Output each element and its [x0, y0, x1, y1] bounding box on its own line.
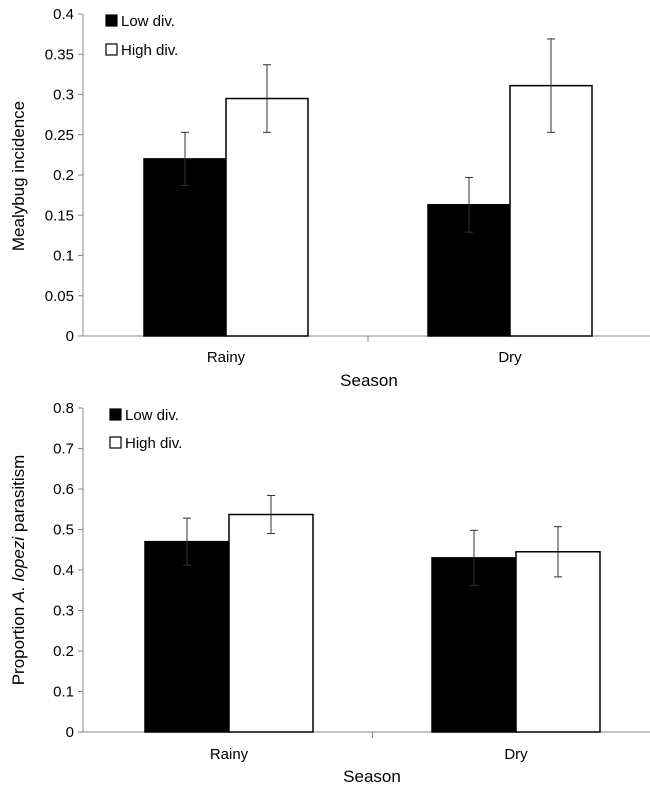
legend-label: Low div.	[121, 13, 175, 30]
y-axis-title-species: A. lopezi	[9, 536, 28, 603]
legend-swatch	[105, 14, 118, 27]
y-tick-label: 0.1	[53, 248, 74, 265]
y-tick-label: 0.4	[53, 6, 74, 23]
y-tick-label: 0.7	[53, 441, 74, 458]
y-tick-label: 0.4	[53, 562, 74, 579]
y-tick-label: 0	[66, 724, 74, 741]
y-tick-label: 0.1	[53, 684, 74, 701]
y-axis-title: Proportion A. lopezi parasitism	[9, 455, 28, 686]
y-tick-label: 0.6	[53, 481, 74, 498]
y-tick-label: 0.5	[53, 522, 74, 539]
x-tick-label: Dry	[498, 349, 522, 366]
legend-swatch	[109, 436, 122, 449]
x-axis-title: Season	[340, 371, 398, 390]
y-axis-title-part: parasitism	[9, 455, 28, 537]
y-tick-label: 0.25	[45, 127, 74, 144]
mealybug-incidence-chart: Mealybug incidence Season 0 0.05 0.1 0.15 0.…	[9, 6, 650, 390]
bar	[143, 158, 227, 337]
y-axis-title: Mealybug incidence	[9, 101, 28, 251]
bar	[225, 97, 309, 337]
x-tick-label: Rainy	[207, 349, 246, 366]
y-tick-label: 0.8	[53, 400, 74, 417]
legend-swatch	[105, 43, 118, 56]
legend-label: Low div.	[125, 407, 179, 424]
bar	[515, 551, 601, 733]
y-tick-label: 0.2	[53, 167, 74, 184]
bar	[431, 557, 517, 733]
legend-label: High div.	[121, 42, 178, 59]
x-tick-label: Dry	[504, 746, 528, 763]
y-tick-label: 0.15	[45, 207, 74, 224]
x-tick-label: Rainy	[210, 746, 249, 763]
bar	[228, 513, 314, 733]
y-tick-label: 0.3	[53, 603, 74, 620]
y-tick-label: 0.35	[45, 46, 74, 63]
y-tick-label: 0.05	[45, 288, 74, 305]
y-tick-label: 0.3	[53, 87, 74, 104]
x-axis-title: Season	[343, 767, 401, 786]
y-axis-title-part: Proportion	[9, 602, 28, 685]
parasitism-chart: Proportion A. lopezi parasitism Season 0…	[9, 400, 650, 786]
y-tick-label: 0	[66, 328, 74, 345]
legend-label: High div.	[125, 435, 182, 452]
bar	[144, 540, 230, 733]
y-tick-label: 0.2	[53, 643, 74, 660]
legend-swatch	[109, 408, 122, 421]
